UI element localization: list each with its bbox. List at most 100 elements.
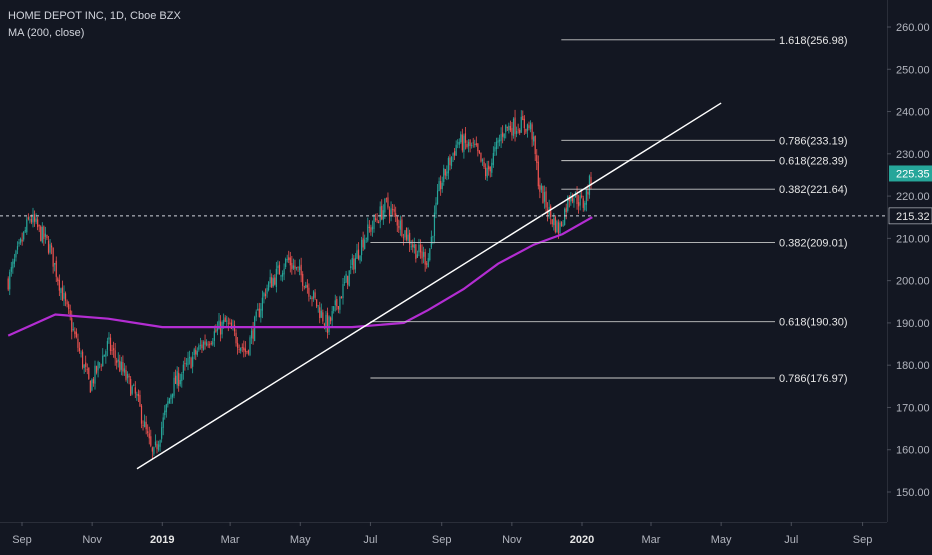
candle-body[interactable] <box>393 209 395 212</box>
candle-body[interactable] <box>424 251 426 265</box>
candle-body[interactable] <box>88 367 90 379</box>
candle-body[interactable] <box>474 144 476 146</box>
candle-body[interactable] <box>148 433 150 439</box>
candle-body[interactable] <box>492 152 494 165</box>
candle-body[interactable] <box>283 268 285 275</box>
candle-body[interactable] <box>40 226 42 241</box>
candle-body[interactable] <box>379 206 381 222</box>
candle-body[interactable] <box>167 401 169 405</box>
candle-body[interactable] <box>317 305 319 307</box>
candle-body[interactable] <box>85 362 87 367</box>
candle-body[interactable] <box>188 356 191 359</box>
candle-body[interactable] <box>545 191 547 208</box>
candle-body[interactable] <box>488 165 490 170</box>
candle-body[interactable] <box>387 197 389 208</box>
candle-body[interactable] <box>280 275 282 277</box>
candle-body[interactable] <box>581 195 583 198</box>
candle-body[interactable] <box>258 308 260 317</box>
trendline-layer[interactable] <box>136 102 722 470</box>
indicator-title[interactable]: MA (200, close) <box>8 27 85 39</box>
candle-body[interactable] <box>108 337 110 340</box>
candle-body[interactable] <box>362 238 364 248</box>
candle-body[interactable] <box>102 355 104 367</box>
candle-body[interactable] <box>206 342 208 346</box>
candle-body[interactable] <box>378 221 380 223</box>
candle-body[interactable] <box>410 246 412 248</box>
candle-body[interactable] <box>198 345 200 350</box>
candle-body[interactable] <box>26 219 28 233</box>
candle-body[interactable] <box>444 169 446 176</box>
candle-body[interactable] <box>71 318 73 332</box>
candle-body[interactable] <box>30 219 33 223</box>
candle-body[interactable] <box>399 220 401 230</box>
candle-body[interactable] <box>92 378 95 384</box>
candle-body[interactable] <box>385 198 388 200</box>
candle-body[interactable] <box>418 244 420 253</box>
candle-body[interactable] <box>161 427 163 439</box>
candle-body[interactable] <box>264 293 267 297</box>
candle-body[interactable] <box>475 143 477 146</box>
candle-body[interactable] <box>254 317 256 342</box>
candle-body[interactable] <box>255 311 257 318</box>
candle-body[interactable] <box>196 351 198 355</box>
candle-body[interactable] <box>587 191 589 195</box>
candle-body[interactable] <box>173 377 175 396</box>
candle-body[interactable] <box>128 375 130 378</box>
candle-body[interactable] <box>477 143 479 152</box>
candle-body[interactable] <box>89 380 91 393</box>
candle-body[interactable] <box>567 196 569 212</box>
candle-body[interactable] <box>60 288 62 293</box>
candle-body[interactable] <box>202 341 205 350</box>
candle-body[interactable] <box>413 244 415 249</box>
candle-body[interactable] <box>193 349 195 356</box>
candle-body[interactable] <box>137 394 140 397</box>
candle-body[interactable] <box>337 306 339 310</box>
candle-body[interactable] <box>436 190 439 204</box>
candle-body[interactable] <box>271 277 273 288</box>
candle-body[interactable] <box>150 436 152 446</box>
candle-body[interactable] <box>210 342 212 344</box>
candle-body[interactable] <box>461 134 463 151</box>
candle-body[interactable] <box>82 351 84 368</box>
candle-body[interactable] <box>388 209 391 217</box>
candle-body[interactable] <box>13 259 16 264</box>
candle-body[interactable] <box>320 310 322 318</box>
candle-body[interactable] <box>579 195 581 206</box>
candle-body[interactable] <box>446 171 448 177</box>
candle-body[interactable] <box>23 231 25 240</box>
candle-body[interactable] <box>326 312 329 334</box>
candle-body[interactable] <box>333 306 335 311</box>
candle-body[interactable] <box>340 296 343 299</box>
candle-body[interactable] <box>286 259 288 261</box>
candle-body[interactable] <box>185 363 188 365</box>
candle-body[interactable] <box>481 159 484 162</box>
candle-body[interactable] <box>483 161 485 168</box>
candle-body[interactable] <box>105 351 107 357</box>
candle-body[interactable] <box>348 270 350 287</box>
candle-body[interactable] <box>20 238 22 243</box>
candle-body[interactable] <box>402 237 405 239</box>
candle-body[interactable] <box>454 151 456 156</box>
candle-body[interactable] <box>511 128 513 136</box>
candle-body[interactable] <box>526 124 529 131</box>
candle-body[interactable] <box>68 303 70 310</box>
candle-body[interactable] <box>95 366 98 373</box>
candle-body[interactable] <box>416 254 419 258</box>
candle-body[interactable] <box>578 202 580 207</box>
candle-body[interactable] <box>405 227 408 240</box>
candle-body[interactable] <box>192 356 194 367</box>
candle-body[interactable] <box>252 328 254 339</box>
candle-body[interactable] <box>153 447 155 454</box>
candle-body[interactable] <box>52 247 54 267</box>
price-axis[interactable]: 150.00 160.00 170.00 180.00 190.00 200.00 210.… <box>887 0 932 522</box>
candle-body[interactable] <box>562 224 564 226</box>
candle-body[interactable] <box>312 291 315 299</box>
candle-body[interactable] <box>24 230 26 232</box>
candle-body[interactable] <box>502 132 504 137</box>
candle-body[interactable] <box>44 233 47 237</box>
candle-body[interactable] <box>199 345 202 346</box>
candle-body[interactable] <box>145 421 147 430</box>
candle-body[interactable] <box>113 348 115 351</box>
candle-body[interactable] <box>18 241 20 245</box>
